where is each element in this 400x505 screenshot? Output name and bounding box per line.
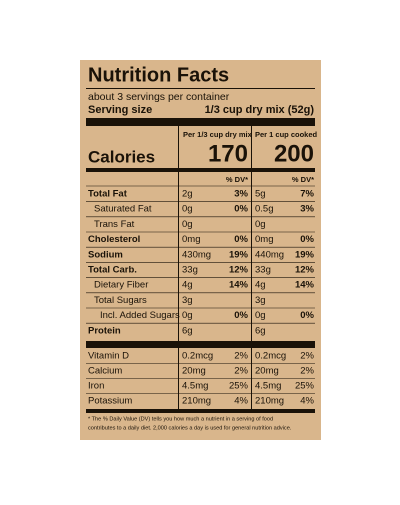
calories-value: 170: [208, 140, 248, 167]
nutrient-name: Vitamin D: [88, 351, 129, 362]
daily-value: 3%: [300, 204, 314, 215]
nutrient-name: Sodium: [88, 249, 123, 260]
amount: 3g: [182, 295, 193, 306]
daily-value: 12%: [229, 265, 249, 276]
calories-label: Calories: [88, 147, 155, 166]
daily-value: 2%: [234, 366, 248, 377]
daily-value: 2%: [234, 351, 248, 362]
nutrient-name: Total Fat: [88, 189, 128, 200]
nutrient-name: Saturated Fat: [94, 204, 152, 215]
amount: 0g: [182, 204, 193, 215]
daily-value: 0%: [234, 234, 248, 245]
amount: 440mg: [255, 249, 284, 260]
dv-header: % DV*: [292, 175, 314, 184]
servings: about 3 servings per container: [88, 91, 230, 103]
amount: 210mg: [182, 396, 211, 407]
amount: 33g: [182, 265, 198, 276]
daily-value: 12%: [295, 265, 315, 276]
thick-rule: [86, 118, 315, 126]
nutrient-name: Protein: [88, 325, 121, 336]
daily-value: 19%: [295, 249, 315, 260]
calories-value: 200: [274, 140, 314, 167]
amount: 210mg: [255, 396, 284, 407]
daily-value: 4%: [234, 396, 248, 407]
footnote: * The % Daily Value (DV) tells you how m…: [88, 416, 273, 422]
nutrient-name: Potassium: [88, 396, 132, 407]
nutrient-name: Calcium: [88, 366, 122, 377]
amount: 33g: [255, 265, 271, 276]
amount: 0g: [255, 310, 266, 321]
daily-value: 0%: [234, 310, 248, 321]
amount: 4.5mg: [182, 381, 208, 392]
medium-rule: [86, 168, 315, 172]
amount: 0mg: [182, 234, 200, 245]
amount: 5g: [255, 189, 266, 200]
amount: 4g: [255, 280, 266, 291]
thick-rule: [86, 341, 315, 348]
daily-value: 25%: [295, 381, 315, 392]
medium-rule: [86, 409, 315, 413]
column-header: Per 1/3 cup dry mix: [183, 130, 253, 139]
daily-value: 7%: [300, 189, 314, 200]
amount: 0g: [182, 219, 193, 230]
amount: 6g: [255, 325, 266, 336]
daily-value: 0%: [300, 234, 314, 245]
serving-size: 1/3 cup dry mix (52g): [205, 104, 315, 116]
rule: [86, 88, 315, 89]
daily-value: 4%: [300, 396, 314, 407]
footnote: contributes to a daily diet. 2,000 calor…: [88, 425, 292, 431]
daily-value: 3%: [234, 189, 248, 200]
amount: 0.5g: [255, 204, 274, 215]
amount: 3g: [255, 295, 266, 306]
amount: 0g: [255, 219, 266, 230]
dv-header: % DV*: [226, 175, 248, 184]
amount: 0.2mcg: [255, 351, 286, 362]
daily-value: 19%: [229, 249, 249, 260]
daily-value: 0%: [234, 204, 248, 215]
amount: 0.2mcg: [182, 351, 213, 362]
column-header: Per 1 cup cooked: [255, 130, 318, 139]
daily-value: 25%: [229, 381, 249, 392]
nutrient-name: Trans Fat: [94, 219, 135, 230]
amount: 20mg: [255, 366, 279, 377]
amount: 2g: [182, 189, 193, 200]
amount: 430mg: [182, 249, 211, 260]
amount: 4.5mg: [255, 381, 281, 392]
daily-value: 14%: [229, 280, 249, 291]
daily-value: 2%: [300, 366, 314, 377]
nutrient-name: Total Sugars: [94, 295, 147, 306]
daily-value: 2%: [300, 351, 314, 362]
amount: 0g: [182, 310, 193, 321]
title: Nutrition Facts: [88, 64, 229, 86]
serving-size-label: Serving size: [88, 104, 152, 116]
amount: 0mg: [255, 234, 273, 245]
nutrient-name: Incl. Added Sugars: [100, 310, 180, 321]
amount: 20mg: [182, 366, 206, 377]
nutrient-name: Cholesterol: [88, 234, 140, 245]
amount: 4g: [182, 280, 193, 291]
nutrient-name: Dietary Fiber: [94, 280, 148, 291]
nutrient-name: Total Carb.: [88, 265, 137, 276]
amount: 6g: [182, 325, 193, 336]
daily-value: 14%: [295, 280, 315, 291]
daily-value: 0%: [300, 310, 314, 321]
nutrient-name: Iron: [88, 381, 104, 392]
